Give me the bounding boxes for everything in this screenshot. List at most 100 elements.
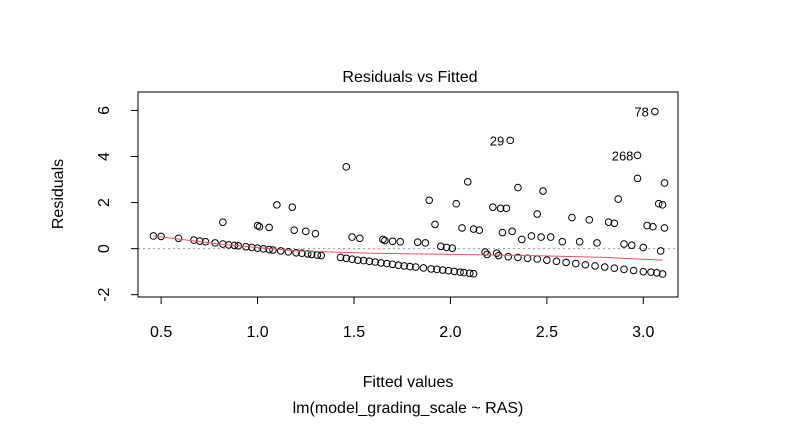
data-point [463,178,472,186]
data-point [452,199,461,208]
data-point [523,254,532,263]
chart-title: Residuals vs Fitted [342,69,477,86]
data-point [620,265,628,274]
y-axis: -2 0 2 4 6 [96,106,139,302]
data-point [342,254,351,263]
data-point [273,201,281,209]
annotations-layer: 78 29 268 [490,105,649,164]
data-point [456,268,464,276]
data-point [377,259,385,267]
data-point [382,259,391,268]
data-point [639,243,648,252]
data-point [502,204,511,213]
x-tick-label: 2.5 [536,324,558,341]
data-point [219,218,227,226]
data-point [348,233,356,241]
y-tick-label: -2 [96,287,113,301]
point-label: 78 [634,105,648,120]
data-point [400,262,408,270]
data-point [433,265,441,274]
data-point [419,264,428,272]
data-point [265,223,273,232]
data-point [303,250,312,258]
data-point [431,220,439,229]
data-point [627,241,636,249]
x-axis-label: Fitted values [363,374,454,391]
smooth-line [153,235,663,261]
data-point [265,245,273,254]
data-point [620,240,628,248]
data-point [658,270,667,278]
point-label: 29 [490,133,504,148]
data-point [269,246,277,254]
data-point [444,266,453,275]
data-point [527,232,536,240]
data-point [388,237,397,246]
x-tick-label: 3.0 [632,324,654,341]
data-point [276,247,285,255]
data-point [533,210,542,218]
data-point [558,237,567,246]
point-label: 268 [612,148,634,163]
data-point [469,269,478,278]
data-point [298,249,306,258]
data-point [506,136,515,145]
data-point [604,218,613,226]
data-point [614,195,623,203]
data-point [658,201,667,209]
data-point [301,227,310,236]
data-point [253,221,262,230]
points-layer [149,107,669,278]
data-point [406,262,414,271]
data-point [371,258,380,266]
y-tick-label: 0 [96,244,113,253]
data-point [508,227,516,236]
data-point [533,255,542,263]
x-tick-label: 2.0 [439,324,461,341]
x-tick-label: 1.5 [343,324,365,341]
data-point [652,269,661,277]
data-point [394,261,403,270]
data-point [411,263,420,271]
chart-subtitle: lm(model_grading_scale ~ RAS) [293,400,524,417]
data-point [591,262,599,270]
data-point [255,222,264,231]
data-point [292,248,300,257]
data-point [469,225,478,233]
y-tick-label: 4 [96,152,113,161]
data-point [450,267,459,276]
data-point [610,264,619,273]
data-point [593,239,601,247]
y-tick-label: 2 [96,198,113,207]
data-point [465,269,474,278]
data-point [543,256,551,264]
data-point [359,256,368,265]
data-point [442,243,451,252]
data-point [656,247,665,255]
data-point [498,228,507,237]
data-point [514,253,522,262]
data-point [575,237,584,246]
data-point [342,163,351,171]
x-tick-label: 0.5 [150,324,172,341]
data-point [649,222,657,231]
data-point [654,199,663,208]
data-point [336,253,345,262]
data-point [290,226,299,235]
data-point [552,257,561,266]
data-point [460,268,468,277]
data-point [660,224,669,232]
data-point [413,238,422,246]
data-point [311,229,320,238]
data-point [448,244,457,252]
data-point [610,219,619,228]
data-point [643,221,651,230]
data-point [514,183,522,192]
data-point [647,268,655,276]
data-point [504,252,513,261]
data-point [539,187,547,195]
data-point [425,196,434,205]
data-point [571,259,580,268]
data-point [436,242,445,251]
data-point [355,234,364,243]
